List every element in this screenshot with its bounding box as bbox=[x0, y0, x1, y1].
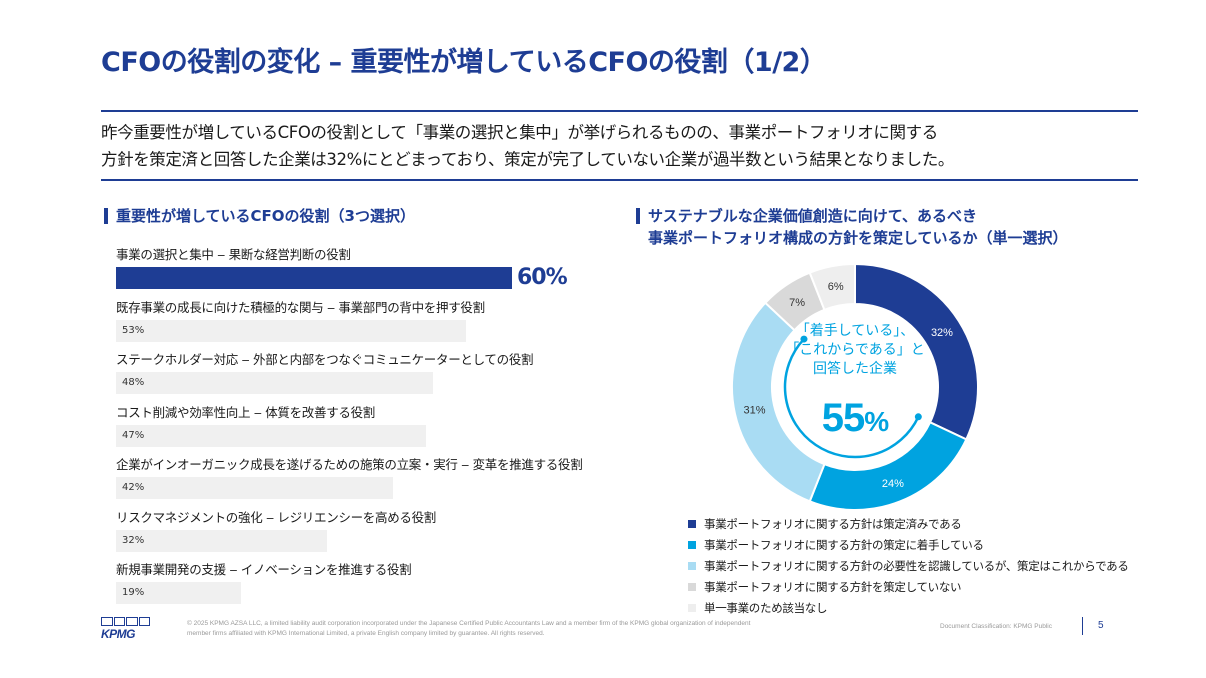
donut-chart-title: サステナブルな企業価値創造に向けて、あるべき 事業ポートフォリオ構成の方針を策定… bbox=[636, 205, 1068, 249]
donut-chart-title-line: サステナブルな企業価値創造に向けて、あるべき bbox=[648, 207, 977, 225]
bar bbox=[116, 267, 512, 289]
legend-label: 事業ポートフォリオに関する方針の必要性を認識しているが、策定はこれからである bbox=[704, 558, 1129, 573]
logo-wordmark: KPMG bbox=[101, 627, 136, 641]
copyright-line: © 2025 KPMG AZSA LLC, a limited liabilit… bbox=[187, 620, 751, 627]
lead-line: 方針を策定済と回答した企業は32%にとどまっており、策定が完了していない企業が過… bbox=[101, 150, 954, 169]
title-divider-bottom bbox=[101, 179, 1138, 181]
legend-label: 事業ポートフォリオに関する方針を策定していない bbox=[704, 579, 962, 594]
lead-text: 昨今重要性が増しているCFOの役割として「事業の選択と集中」が挙げられるものの、… bbox=[101, 119, 1141, 173]
bar-track: 32% bbox=[116, 529, 616, 552]
bar-label: ステークホルダー対応 ‒ 外部と内部をつなぐコミュニケーターとしての役割 bbox=[116, 352, 534, 367]
bar-label: 既存事業の成長に向けた積極的な関与 ‒ 事業部門の背中を押す役割 bbox=[116, 299, 485, 315]
legend-swatch bbox=[688, 540, 696, 549]
donut-slice-label: 7% bbox=[789, 297, 805, 309]
bar-track: 19% bbox=[116, 582, 616, 604]
highlight-arc-endpoint bbox=[800, 335, 808, 343]
footer-divider bbox=[1082, 617, 1083, 635]
bar-value-label: 47% bbox=[122, 429, 145, 441]
bar-value-label: 48% bbox=[122, 377, 145, 388]
bar-item: コスト削減や効率性向上 ‒ 体質を改善する役割 47% bbox=[116, 404, 616, 457]
bar-value-label: 60% bbox=[517, 265, 568, 290]
donut-slice bbox=[808, 262, 856, 312]
bar-chart: 事業の選択と集中 ‒ 果断な経営判断の役割 60% 既存事業の成長に向けた積極的な関… bbox=[116, 246, 616, 614]
bar-track: 42% bbox=[116, 477, 616, 499]
bar bbox=[116, 529, 328, 552]
legend-item: 事業ポートフォリオに関する方針を策定していない bbox=[688, 576, 1129, 597]
bar-label: 新規事業開発の支援 ‒ イノベーションを推進する役割 bbox=[116, 562, 412, 577]
donut-chart: 32% 24% 31% 7% 6% 「着手している」、 「これからである」と 回答した企… bbox=[730, 262, 980, 512]
bar-label: 企業がインオーガニック成長を遂げるための施策の立案・実行 ‒ 変革を推進する役割 bbox=[116, 457, 583, 472]
legend-item: 事業ポートフォリオに関する方針の必要性を認識しているが、策定はこれからである bbox=[688, 555, 1129, 576]
donut-center-value: 55% bbox=[730, 396, 980, 441]
page-number: 5 bbox=[1098, 620, 1104, 631]
bar bbox=[116, 372, 433, 394]
donut-slice-label: 24% bbox=[882, 478, 904, 490]
legend-swatch bbox=[688, 561, 696, 570]
donut-slice-label: 32% bbox=[931, 327, 953, 339]
donut-legend: 事業ポートフォリオに関する方針は策定済みである事業ポートフォリオに関する方針の策… bbox=[688, 513, 1129, 618]
legend-item: 単一事業のため該当なし bbox=[688, 597, 1129, 618]
bar-label: リスクマネジメントの強化 ‒ レジリエンシーを高める役割 bbox=[116, 509, 437, 525]
donut-slice-label: 6% bbox=[828, 281, 844, 293]
donut-chart-title-line: 事業ポートフォリオ構成の方針を策定しているか（単一選択） bbox=[648, 229, 1068, 247]
donut-center-line: 「これからである」と bbox=[785, 342, 925, 358]
legend-swatch bbox=[688, 603, 696, 612]
legend-swatch bbox=[688, 582, 696, 591]
bar-track: 48% bbox=[116, 372, 616, 394]
bar-label: 事業の選択と集中 ‒ 果断な経営判断の役割 bbox=[116, 247, 351, 262]
bar-value-label: 19% bbox=[122, 587, 145, 598]
copyright-line: member firms affiliated with KPMG Intern… bbox=[187, 630, 545, 637]
page-title: CFOの役割の変化 – 重要性が増しているCFOの役割（1/2） bbox=[101, 47, 827, 78]
bar-item: ステークホルダー対応 ‒ 外部と内部をつなぐコミュニケーターとしての役割 48% bbox=[116, 351, 616, 404]
donut-center-number: 55 bbox=[821, 396, 865, 440]
bar bbox=[116, 582, 242, 604]
bar-value-label: 32% bbox=[122, 534, 145, 546]
legend-swatch bbox=[688, 519, 696, 528]
bar-track: 47% bbox=[116, 424, 616, 447]
bar-item: 企業がインオーガニック成長を遂げるための施策の立案・実行 ‒ 変革を推進する役割… bbox=[116, 456, 616, 509]
legend-label: 事業ポートフォリオに関する方針の策定に着手している bbox=[704, 537, 984, 552]
bar-value-label: 42% bbox=[122, 482, 145, 493]
bar bbox=[116, 424, 427, 447]
bar bbox=[116, 319, 466, 342]
legend-item: 事業ポートフォリオに関する方針は策定済みである bbox=[688, 513, 1129, 534]
kpmg-logo: KPMG bbox=[101, 617, 151, 641]
lead-line: 昨今重要性が増しているCFOの役割として「事業の選択と集中」が挙げられるものの、… bbox=[101, 123, 938, 142]
donut-center-line: 回答した企業 bbox=[813, 361, 897, 377]
logo-boxes bbox=[101, 617, 151, 626]
highlight-arc bbox=[783, 338, 920, 459]
donut-svg: 32% 24% 31% 7% 6% bbox=[731, 262, 979, 511]
donut-slice bbox=[854, 262, 979, 441]
bar-chart-title: 重要性が増しているCFOの役割（3つ選択） bbox=[104, 205, 415, 227]
highlight-arc-endpoint bbox=[914, 413, 922, 421]
bar bbox=[116, 477, 394, 499]
legend-label: 事業ポートフォリオに関する方針は策定済みである bbox=[704, 516, 962, 531]
bar-item: 新規事業開発の支援 ‒ イノベーションを推進する役割 19% bbox=[116, 561, 616, 614]
bar-track: 60% bbox=[116, 265, 616, 290]
bar-label: コスト削減や効率性向上 ‒ 体質を改善する役割 bbox=[116, 404, 376, 420]
bar-item: 事業の選択と集中 ‒ 果断な経営判断の役割 60% bbox=[116, 246, 616, 299]
donut-center-unit: % bbox=[864, 406, 889, 437]
title-divider-top bbox=[101, 110, 1138, 112]
legend-item: 事業ポートフォリオに関する方針の策定に着手している bbox=[688, 534, 1129, 555]
document-classification: Document Classification: KPMG Public bbox=[940, 623, 1052, 630]
copyright-text: © 2025 KPMG AZSA LLC, a limited liabilit… bbox=[187, 619, 857, 639]
legend-label: 単一事業のため該当なし bbox=[704, 600, 828, 615]
bar-item: リスクマネジメントの強化 ‒ レジリエンシーを高める役割 32% bbox=[116, 509, 616, 562]
donut-center-caption: 「着手している」、 「これからである」と 回答した企業 bbox=[730, 322, 980, 379]
bar-value-label: 53% bbox=[122, 324, 145, 336]
bar-track: 53% bbox=[116, 319, 616, 342]
bar-item: 既存事業の成長に向けた積極的な関与 ‒ 事業部門の背中を押す役割 53% bbox=[116, 299, 616, 352]
donut-center-line: 「着手している」、 bbox=[795, 323, 915, 339]
donut-slice-label: 31% bbox=[743, 404, 765, 416]
